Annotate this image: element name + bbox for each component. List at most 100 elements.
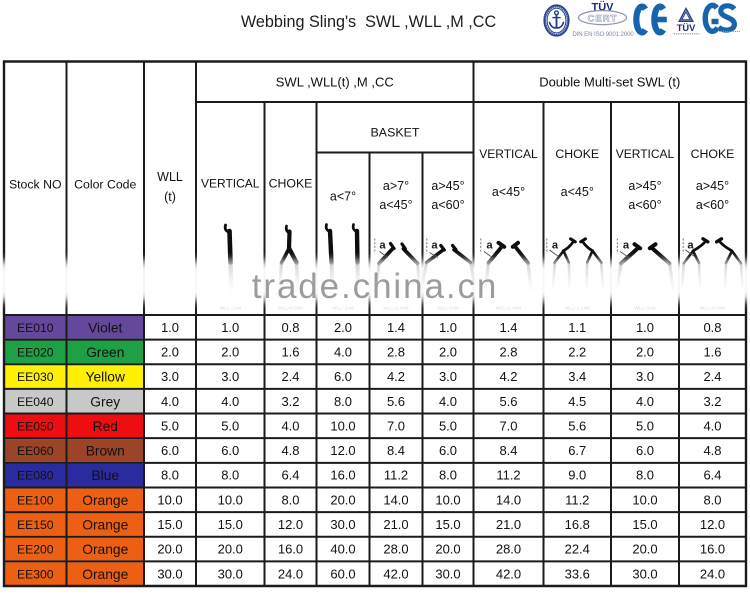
svg-text:4.0: 4.0	[281, 418, 299, 433]
svg-text:8.0: 8.0	[439, 468, 457, 483]
svg-text:5.0: 5.0	[439, 418, 457, 433]
svg-text:10.0: 10.0	[435, 492, 460, 507]
svg-text:Color Code: Color Code	[74, 178, 136, 192]
svg-text:2.0: 2.0	[221, 345, 239, 360]
svg-text:WLL=0.8xM: WLL=0.8xM	[700, 306, 725, 311]
svg-text:VERTICAL: VERTICAL	[201, 177, 260, 191]
svg-text:8.0: 8.0	[636, 468, 654, 483]
svg-text:6.0: 6.0	[334, 369, 352, 384]
svg-text:15.0: 15.0	[632, 517, 657, 532]
svg-text:EE040: EE040	[17, 395, 54, 409]
svg-text:Yellow: Yellow	[86, 370, 125, 385]
svg-text:8.4: 8.4	[387, 443, 405, 458]
svg-text:42.0: 42.0	[496, 566, 521, 581]
svg-text:1.6: 1.6	[281, 345, 299, 360]
svg-text:Green: Green	[86, 345, 124, 360]
svg-text:1.4: 1.4	[387, 320, 405, 335]
svg-text:CERT: CERT	[588, 13, 618, 24]
svg-text:6.7: 6.7	[568, 443, 586, 458]
svg-text:a: a	[379, 240, 386, 252]
svg-text:30.0: 30.0	[218, 566, 243, 581]
svg-text:12.0: 12.0	[330, 443, 355, 458]
svg-text:a>7°: a>7°	[383, 179, 409, 193]
svg-text:30.0: 30.0	[435, 566, 460, 581]
svg-text:20.0: 20.0	[218, 542, 243, 557]
svg-text:40.0: 40.0	[330, 542, 355, 557]
svg-text:1.4: 1.4	[499, 320, 517, 335]
svg-text:a<7°: a<7°	[330, 190, 356, 204]
svg-text:5.0: 5.0	[161, 418, 179, 433]
svg-text:EE020: EE020	[17, 346, 54, 360]
svg-text:12.0: 12.0	[700, 517, 725, 532]
svg-text:EE010: EE010	[17, 321, 54, 335]
svg-text:8.4: 8.4	[499, 443, 517, 458]
svg-text:1.1: 1.1	[568, 320, 586, 335]
svg-text:7.0: 7.0	[387, 418, 405, 433]
svg-text:6.4: 6.4	[703, 468, 721, 483]
svg-text:a<60°: a<60°	[696, 198, 729, 212]
svg-text:60.0: 60.0	[330, 566, 355, 581]
svg-text:WLL=1xM: WLL=1xM	[220, 306, 241, 311]
svg-text:Violet: Violet	[88, 320, 122, 335]
svg-text:6.0: 6.0	[636, 443, 654, 458]
svg-text:5.0: 5.0	[636, 418, 654, 433]
svg-text:5.6: 5.6	[499, 394, 517, 409]
svg-text:15.0: 15.0	[157, 517, 182, 532]
svg-text:14.0: 14.0	[496, 492, 521, 507]
svg-text:a<45°: a<45°	[492, 185, 525, 199]
svg-text:11.2: 11.2	[565, 492, 589, 507]
svg-text:33.6: 33.6	[565, 566, 590, 581]
svg-text:a<45°: a<45°	[561, 185, 594, 199]
svg-text:4.0: 4.0	[439, 394, 457, 409]
svg-text:CHOKE: CHOKE	[555, 147, 599, 161]
svg-text:WLL=1.4xM: WLL=1.4xM	[383, 306, 408, 311]
svg-text:8.0: 8.0	[281, 492, 299, 507]
svg-text:Brown: Brown	[86, 444, 125, 459]
svg-text:Orange: Orange	[82, 542, 128, 557]
svg-text:3.0: 3.0	[221, 369, 239, 384]
svg-text:1.0: 1.0	[439, 320, 457, 335]
svg-text:BASKET: BASKET	[371, 126, 420, 140]
svg-text:(t): (t)	[164, 190, 176, 204]
svg-text:8.0: 8.0	[334, 394, 352, 409]
svg-text:VERTICAL: VERTICAL	[479, 147, 538, 161]
svg-text:5.6: 5.6	[568, 418, 586, 433]
svg-text:WLL=0.8xM: WLL=0.8xM	[278, 306, 303, 311]
svg-text:WLL: WLL	[157, 170, 183, 184]
svg-text:CHOKE: CHOKE	[691, 147, 735, 161]
svg-text:3.4: 3.4	[568, 369, 586, 384]
svg-text:21.0: 21.0	[383, 517, 408, 532]
svg-text:a: a	[486, 240, 493, 252]
svg-text:a: a	[552, 240, 559, 252]
svg-text:DIN EN ISO 9001:2000: DIN EN ISO 9001:2000	[572, 31, 634, 38]
svg-text:Grey: Grey	[90, 394, 120, 409]
svg-text:Blue: Blue	[91, 468, 119, 483]
svg-text:WLL=1xM: WLL=1xM	[437, 306, 458, 311]
svg-text:0.8: 0.8	[281, 320, 299, 335]
svg-text:Orange: Orange	[82, 567, 128, 582]
svg-text:VERTICAL: VERTICAL	[616, 147, 675, 161]
svg-text:2.0: 2.0	[636, 345, 654, 360]
svg-text:4.5: 4.5	[568, 394, 586, 409]
svg-text:2.8: 2.8	[499, 345, 517, 360]
svg-text:4.2: 4.2	[499, 369, 517, 384]
svg-text:8.0: 8.0	[221, 468, 239, 483]
svg-text:15.0: 15.0	[218, 517, 243, 532]
svg-text:10.0: 10.0	[157, 492, 182, 507]
svg-text:trade.china.cn: trade.china.cn	[252, 267, 498, 306]
svg-text:a<60°: a<60°	[431, 198, 464, 212]
svg-text:8.0: 8.0	[161, 468, 179, 483]
svg-text:Red: Red	[93, 419, 118, 434]
svg-text:24.0: 24.0	[700, 566, 725, 581]
svg-text:16.0: 16.0	[278, 542, 303, 557]
svg-text:4.0: 4.0	[636, 394, 654, 409]
svg-text:20.0: 20.0	[632, 542, 657, 557]
svg-text:EE300: EE300	[17, 567, 54, 581]
svg-text:10.0: 10.0	[330, 418, 355, 433]
svg-text:5.6: 5.6	[387, 394, 405, 409]
svg-text:a>45°: a>45°	[696, 179, 729, 193]
svg-text:15.0: 15.0	[435, 517, 460, 532]
svg-text:1.0: 1.0	[221, 320, 239, 335]
svg-text:WLL=1.4xM: WLL=1.4xM	[496, 306, 521, 311]
svg-text:EE050: EE050	[17, 419, 54, 433]
